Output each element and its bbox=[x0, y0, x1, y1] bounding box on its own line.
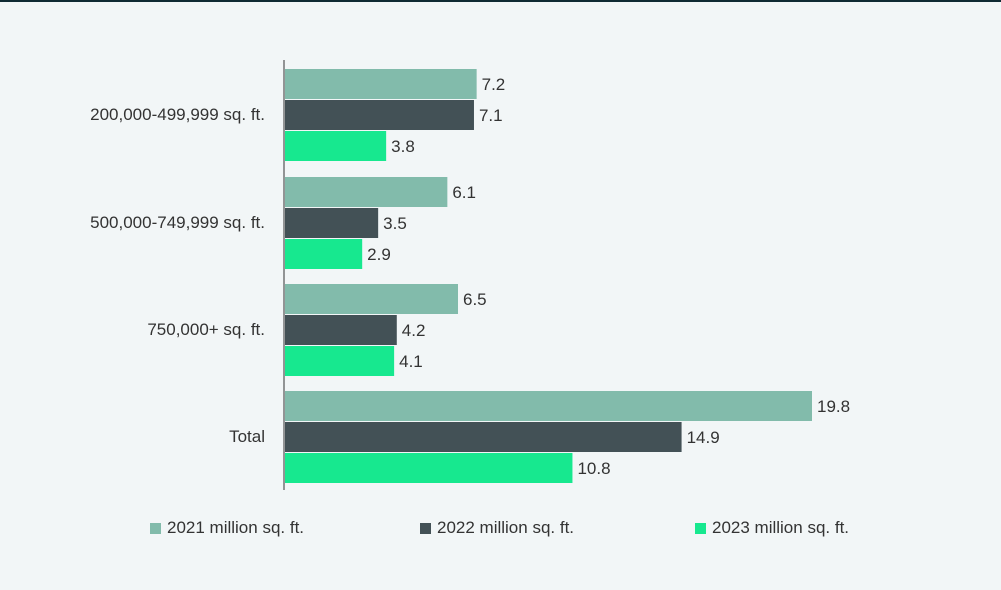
data-label-1-4: 19.8 bbox=[817, 397, 850, 416]
legend-label-2: 2022 million sq. ft. bbox=[437, 518, 575, 537]
bar-2-4 bbox=[285, 422, 682, 452]
bar-3-3 bbox=[285, 346, 395, 376]
data-label-1-3: 6.5 bbox=[463, 290, 487, 309]
legend-swatch-1 bbox=[150, 522, 161, 534]
bar-1-3 bbox=[285, 284, 459, 314]
legend-label-3: 2023 million sq. ft. bbox=[712, 518, 850, 537]
data-label-2-4: 14.9 bbox=[687, 428, 720, 447]
bar-2-1 bbox=[285, 100, 474, 130]
data-label-2-2: 3.5 bbox=[383, 214, 407, 233]
data-label-3-3: 4.1 bbox=[399, 352, 423, 371]
legend-item-2: 2022 million sq. ft. bbox=[420, 518, 574, 538]
legend-swatch-2 bbox=[420, 522, 431, 534]
bar-1-1 bbox=[285, 69, 477, 99]
legend-item-1: 2021 million sq. ft. bbox=[150, 518, 304, 538]
bar-3-2 bbox=[285, 239, 363, 269]
data-label-3-4: 10.8 bbox=[577, 459, 610, 478]
category-label-4: Total bbox=[229, 427, 265, 446]
category-label-1: 200,000-499,999 sq. ft. bbox=[90, 105, 265, 124]
legend-label-1: 2021 million sq. ft. bbox=[167, 518, 305, 537]
bar-chart: 7.2 7.1 3.8 6.1 3.5 2.9 6.5 4.2 4.1 19.8 14.9 10.8 bbox=[283, 60, 850, 490]
top-border bbox=[0, 0, 1001, 2]
data-label-2-3: 4.2 bbox=[402, 321, 426, 340]
data-label-1-1: 7.2 bbox=[482, 75, 506, 94]
data-label-3-2: 2.9 bbox=[367, 245, 391, 264]
category-label-3: 750,000+ sq. ft. bbox=[147, 320, 265, 339]
data-label-2-1: 7.1 bbox=[479, 106, 503, 125]
data-label-1-2: 6.1 bbox=[452, 183, 476, 202]
bar-2-2 bbox=[285, 208, 379, 238]
bar-3-4 bbox=[285, 453, 573, 483]
legend: 2021 million sq. ft. 2022 million sq. ft.… bbox=[0, 518, 1001, 542]
bar-1-2 bbox=[285, 177, 448, 207]
category-label-2: 500,000-749,999 sq. ft. bbox=[90, 213, 265, 232]
legend-swatch-3 bbox=[695, 522, 706, 534]
data-label-3-1: 3.8 bbox=[391, 137, 415, 156]
bar-1-4 bbox=[285, 391, 812, 421]
bar-2-3 bbox=[285, 315, 397, 345]
bar-3-1 bbox=[285, 131, 387, 161]
legend-item-3: 2023 million sq. ft. bbox=[695, 518, 849, 538]
